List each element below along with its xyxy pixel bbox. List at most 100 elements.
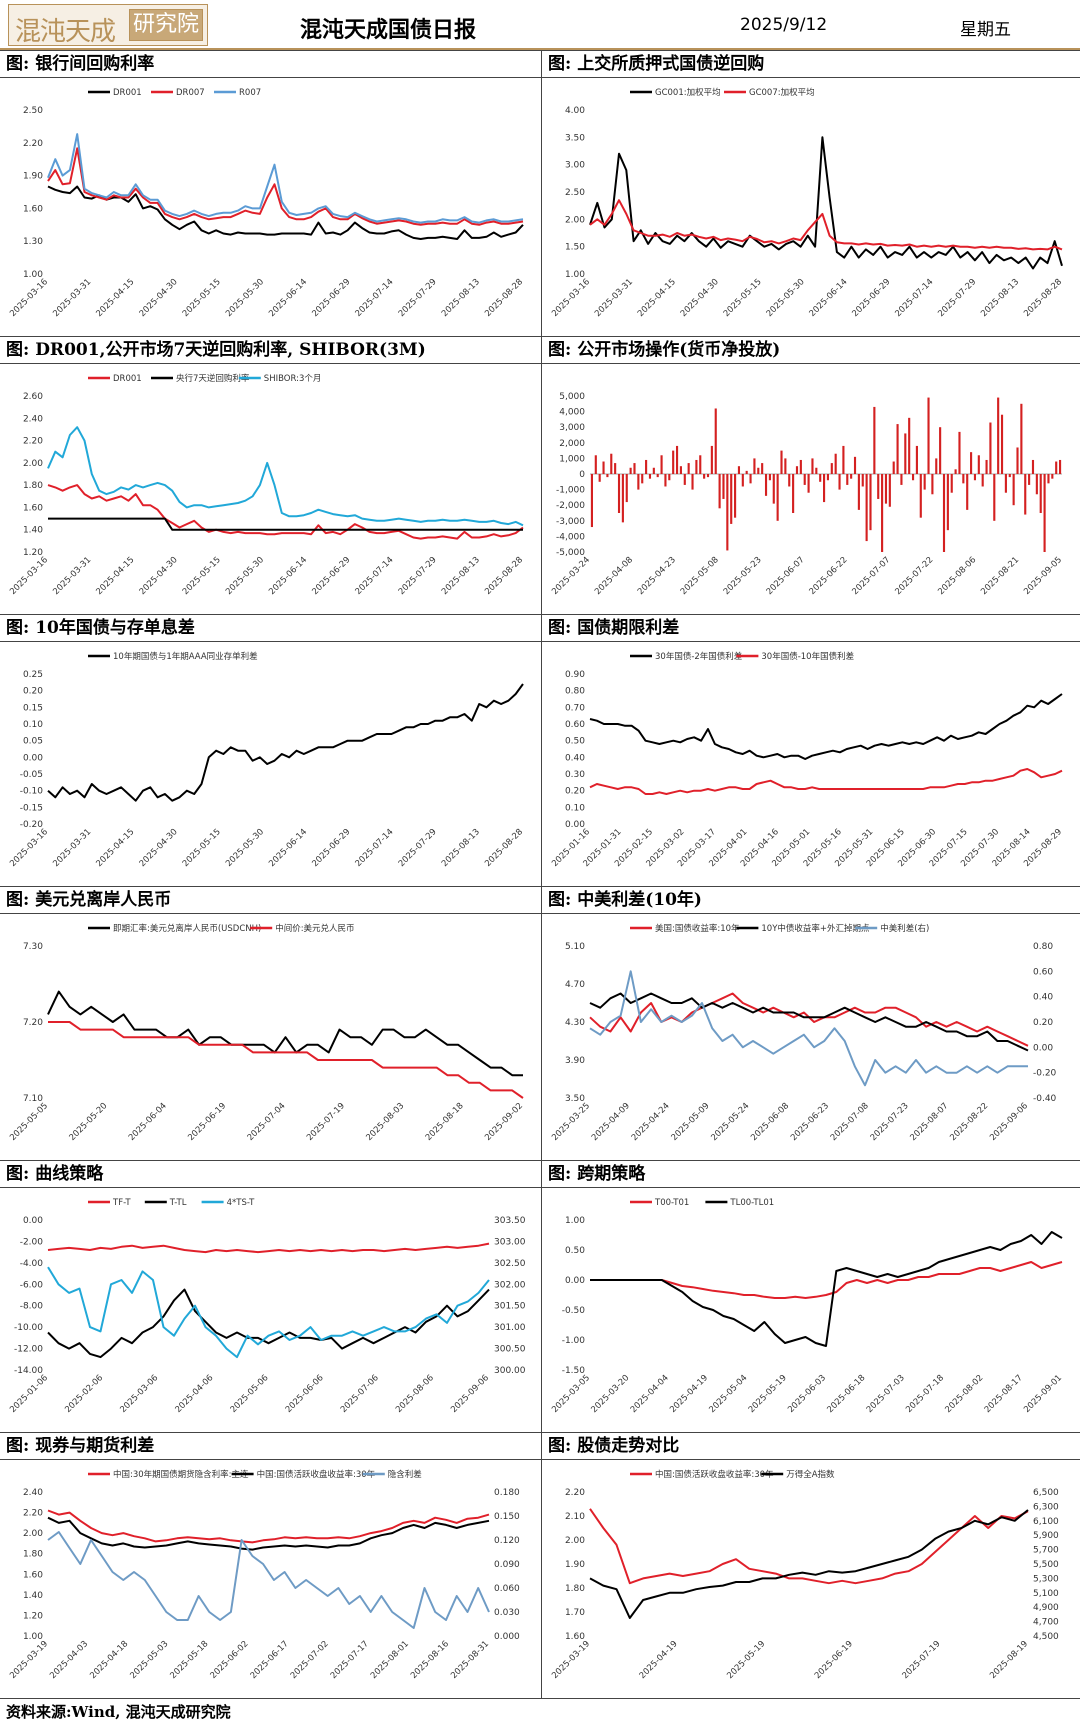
x-tick-label: 2025-04-08	[593, 555, 635, 597]
y-tick-label: 0.00	[565, 1276, 585, 1286]
x-tick-label: 2025-08-28	[483, 555, 525, 597]
panel-title-cash-futures-spread: 图: 现券与期货利差	[0, 1432, 541, 1460]
bar	[726, 474, 729, 551]
bar	[919, 474, 922, 518]
y-tick-label-right: 5,100	[1033, 1589, 1059, 1599]
logo-text: 混沌天成	[15, 17, 116, 47]
y-tick-label: 3,000	[559, 423, 585, 433]
x-tick-label: 2025-08-06	[394, 1373, 436, 1415]
y-tick-label-right: 302.00	[494, 1280, 526, 1290]
x-tick-label: 2025-06-23	[789, 1101, 831, 1143]
y-tick-label: 0.30	[565, 770, 585, 780]
bar	[985, 459, 988, 474]
y-tick-label: -2.00	[20, 1237, 44, 1247]
x-tick-label: 2025-03-16	[8, 555, 50, 597]
panel-title-dr001-omo-shibor: 图: DR001,公开市场7天逆回购利率, SHIBOR(3M)	[0, 336, 541, 364]
y-tick-label-right: 0.20	[1033, 1018, 1053, 1028]
y-tick-label: 1.60	[23, 204, 43, 214]
panel-title-usdcnh: 图: 美元兑离岸人民币	[0, 886, 541, 914]
legend: DR001 DR007 R007	[88, 88, 261, 98]
legend-entry: 中美利差(右)	[880, 923, 929, 934]
y-tick-label: 7.20	[23, 1018, 43, 1028]
logo-tag: 研究院	[129, 9, 203, 41]
y-tick-label: -2,000	[556, 501, 585, 511]
bar	[877, 474, 880, 499]
x-tick-label: 2025-07-29	[397, 827, 439, 869]
y-tick-label: -8.00	[20, 1302, 44, 1312]
legend-entry: 万得全A指数	[786, 1469, 835, 1480]
bar	[1012, 474, 1015, 506]
y-tick-label: 0.00	[565, 820, 585, 830]
y-tick-label: -4.00	[20, 1259, 44, 1269]
x-axis: 2025-03-16 2025-03-31 2025-04-15 2025-04-30…	[8, 827, 525, 869]
bar	[776, 474, 779, 521]
y-tick-label: 1.30	[23, 237, 43, 247]
bar	[703, 474, 706, 479]
y-tick-label: 2.00	[565, 215, 585, 225]
bar	[923, 474, 926, 490]
y-tick-label: 1.90	[565, 1560, 585, 1570]
y-tick-label: 1.00	[23, 1632, 43, 1642]
series-line	[47, 1266, 490, 1359]
y-tick-label: -0.05	[20, 770, 43, 780]
y-tick-label: 1.80	[565, 1584, 585, 1594]
series-line	[589, 992, 1029, 1047]
x-axis: 2025-03-16 2025-03-31 2025-04-15 2025-04-30…	[8, 555, 525, 597]
bar	[966, 474, 969, 510]
series-line	[589, 970, 1028, 1087]
bar	[1031, 459, 1035, 474]
x-tick-label: 2025-04-15	[94, 827, 136, 869]
y-tick-label-right: 0.060	[494, 1584, 520, 1594]
y-tick-label: 0.25	[23, 670, 43, 680]
x-tick-label: 2025-07-04	[246, 1101, 288, 1143]
bar	[594, 455, 597, 474]
x-tick-label: 2025-08-21	[979, 555, 1021, 597]
chart-stock-bond: 2.20 2.10 2.00 1.90 1.80 1.70 1.60 6,500 6,300 6,…	[542, 1460, 1080, 1698]
x-axis: 2025-01-06 2025-02-06 2025-03-06 2025-04-06…	[8, 1373, 491, 1415]
y-tick-label: 0.50	[565, 1246, 585, 1256]
y-tick-label: -14.00	[14, 1366, 43, 1376]
y-tick-label: -0.50	[562, 1306, 586, 1316]
y-tick-label: 0	[579, 470, 585, 480]
chart-svg: 5.10 4.70 4.30 3.90 3.50 0.80 0.60 0.40 0.20 0.00…	[550, 923, 1056, 1143]
data-source-footer: 资料来源:Wind, 混沌天成研究院	[0, 1698, 1080, 1724]
x-tick-label: 2025-06-19	[813, 1639, 855, 1681]
legend-entry: T00-T01	[654, 1198, 689, 1208]
y-tick-label: -1.00	[562, 1336, 586, 1346]
chart-curve-strategy: 0.00 -2.00 -4.00 -6.00 -8.00 -10.00 -12.00 -14.…	[0, 1188, 541, 1432]
panel-title-10y-cd-spread: 图: 10年国债与存单息差	[0, 614, 541, 642]
legend-entry: DR007	[176, 88, 205, 98]
x-tick-label: 2025-03-16	[8, 827, 50, 869]
chart-cash-futures-spread: 2.40 2.20 2.00 1.80 1.60 1.40 1.20 1.00 0.180 0.1…	[0, 1460, 541, 1698]
y-tick-label: -0.20	[20, 820, 44, 830]
y-axis-left: 0.00 -2.00 -4.00 -6.00 -8.00 -10.00 -12.00 -14.…	[14, 1216, 43, 1376]
x-tick-label: 2025-04-30	[679, 277, 721, 319]
bar	[1004, 474, 1007, 493]
bar	[757, 467, 760, 474]
legend: T00-T01 TL00-TL01	[630, 1198, 774, 1208]
x-tick-label: 2025-08-13	[440, 827, 482, 869]
bar	[1047, 474, 1050, 484]
legend: 中国:30年期国债期货隐含利率:主连 中国:国债活跃收盘收益率:30年 隐含利差	[88, 1469, 422, 1480]
y-tick-label: 4.00	[565, 106, 585, 116]
bar	[1051, 474, 1054, 479]
x-tick-label: 2025-03-31	[51, 555, 93, 597]
legend: 即期汇率:美元兑离岸人民币(USDCNH) 中间价:美元兑人民币	[88, 923, 355, 934]
x-tick-label: 2025-05-30	[765, 277, 807, 319]
y-tick-label: 7.10	[23, 1094, 43, 1104]
x-tick-label: 2025-05-23	[722, 555, 764, 597]
series-line	[47, 683, 524, 802]
bar	[993, 474, 996, 521]
legend-entry: 即期汇率:美元兑离岸人民币(USDCNH)	[113, 923, 261, 934]
y-tick-label: -1,000	[556, 486, 585, 496]
y-tick-label: 0.20	[565, 787, 585, 797]
y-tick-label-right: 6,100	[1033, 1517, 1059, 1527]
y-tick-label-right: 4,700	[1033, 1618, 1059, 1628]
bar	[730, 474, 733, 524]
y-tick-label: -6.00	[20, 1280, 44, 1290]
bar	[745, 470, 748, 474]
bar	[645, 459, 648, 474]
x-tick-label: 2025-03-25	[550, 1101, 592, 1143]
bar	[869, 474, 872, 531]
x-tick-label: 2025-03-06	[118, 1373, 160, 1415]
